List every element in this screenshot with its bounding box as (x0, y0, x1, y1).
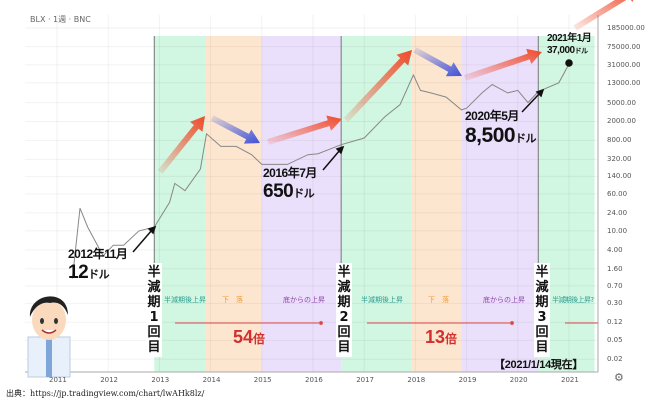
x-tick-label: 2011 (49, 376, 67, 384)
y-tick-label: 60.00 (607, 189, 628, 198)
phase-band (461, 36, 539, 372)
annotation-2020-date: 2020年5月 (465, 109, 519, 123)
y-tick-label: 800.00 (607, 136, 632, 145)
y-tick-label: 31000.00 (607, 60, 641, 69)
x-tick-label: 2020 (509, 376, 528, 384)
annotation-2021-date: 2021年1月 (547, 33, 592, 44)
x-tick-label: 2012 (100, 376, 119, 384)
y-tick-label: 4.00 (607, 245, 623, 254)
price-line (71, 60, 571, 279)
phase-label: 下 落 (428, 296, 449, 304)
y-tick-label: 24.00 (607, 208, 628, 217)
annotation-2012-price: 12ドル (68, 262, 110, 283)
annotation-2020-price: 8,500ドル (465, 124, 537, 147)
x-tick-label: 2021 (561, 376, 579, 384)
up-trend-arrow (267, 115, 342, 145)
down-trend-arrow (413, 47, 462, 77)
as-of-date: 【2021/1/14現在】 (494, 359, 584, 371)
multiple-13x: 13倍 (425, 327, 458, 347)
x-tick-label: 2014 (202, 376, 221, 384)
y-tick-label: 10.00 (607, 226, 628, 235)
phase-band (205, 36, 262, 372)
phase-band (261, 36, 342, 372)
phase-label: 半減期後上昇? (552, 296, 594, 304)
phase-band (411, 36, 462, 372)
annotation-2016-price: 650ドル (263, 181, 315, 202)
settings-gear-icon[interactable]: ⚙ (614, 371, 624, 384)
phase-label: 半減期後上昇 (164, 296, 206, 304)
annotation-2012-date: 2012年11月 (68, 247, 128, 261)
up-trend-arrow (464, 48, 542, 81)
phase-label: 半減期後上昇 (361, 296, 403, 304)
down-trend-arrow (210, 115, 260, 144)
y-tick-label: 0.30 (607, 299, 623, 308)
y-tick-label: 0.12 (607, 318, 623, 327)
y-tick-label: 140.00 (607, 172, 632, 181)
y-tick-label: 75000.00 (607, 42, 641, 51)
multiple-arrows (175, 320, 598, 326)
current-price-dot (565, 59, 573, 67)
annotation-2021-price: 37,000ドル (547, 45, 588, 56)
phase-label: 底からの上昇 (283, 296, 325, 304)
y-tick-label: 13000.00 (607, 78, 641, 87)
y-tick-label: 5000.00 (607, 98, 636, 107)
x-tick-label: 2018 (407, 376, 426, 384)
y-tick-label: 2000.00 (607, 117, 636, 126)
y-tick-label: 0.70 (607, 281, 623, 290)
avatar (27, 296, 71, 378)
up-trend-arrow (157, 116, 205, 174)
annotation-2016-date: 2016年7月 (263, 166, 317, 180)
pointer-arrows (132, 59, 573, 253)
x-tick-label: 2019 (458, 376, 477, 384)
chart-symbol-header: BLX · 1週 · BNC (30, 15, 91, 24)
y-tick-label: 0.05 (607, 336, 623, 345)
x-tick-label: 2013 (151, 376, 170, 384)
phase-label: 下 落 (222, 296, 243, 304)
y-tick-label: 320.00 (607, 155, 632, 164)
up-trend-arrow (573, 0, 634, 31)
source-citation: 出典：https://jp.tradingview.com/chart/lwAH… (6, 389, 205, 398)
x-tick-label: 2016 (305, 376, 323, 384)
y-tick-label: 185000.00 (607, 24, 645, 32)
up-trend-arrow (343, 50, 412, 123)
multiple-54x: 54倍 (233, 327, 266, 347)
phase-label: 底からの上昇 (483, 296, 525, 304)
x-tick-label: 2017 (356, 376, 375, 384)
phase-band (154, 36, 206, 372)
y-tick-label: 1.60 (607, 264, 623, 273)
y-tick-label: 0.02 (607, 355, 623, 364)
x-tick-label: 2015 (253, 376, 272, 384)
